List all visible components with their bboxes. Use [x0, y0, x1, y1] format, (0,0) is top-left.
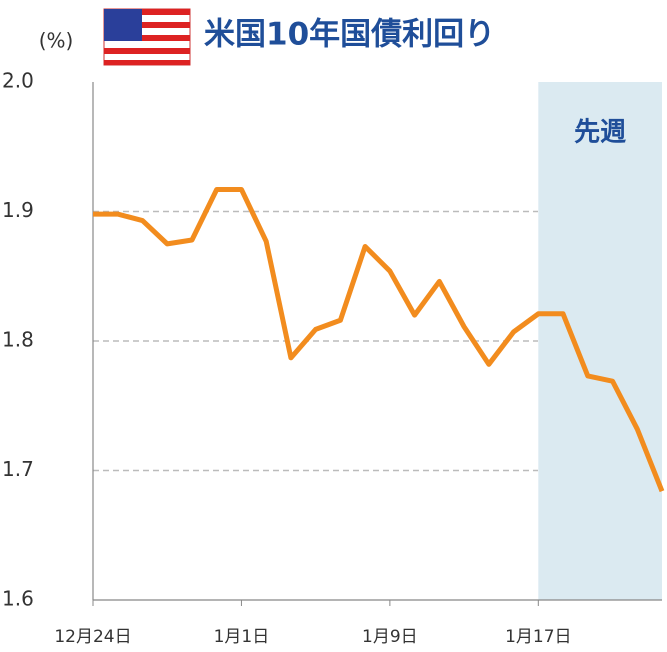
- x-tick-label: 1月17日: [505, 627, 571, 647]
- y-tick-label: 1.9: [2, 198, 34, 222]
- y-tick-label: 2.0: [2, 69, 34, 93]
- y-tick-label: 1.8: [2, 328, 34, 352]
- y-unit: (%): [39, 29, 74, 53]
- x-tick-label: 1月1日: [214, 627, 270, 647]
- line: [93, 186, 665, 493]
- x-tick-label: 1月9日: [362, 627, 418, 647]
- y-tick-label: 1.6: [2, 587, 34, 611]
- highlight-band: [538, 82, 662, 600]
- highlight-label: 先週: [574, 118, 626, 148]
- us-flag: [103, 8, 191, 66]
- y-tick-label: 1.7: [2, 457, 34, 481]
- x-tick-label: 12月24日: [54, 627, 131, 647]
- chart-title: 米国10年国債利回り: [204, 17, 495, 53]
